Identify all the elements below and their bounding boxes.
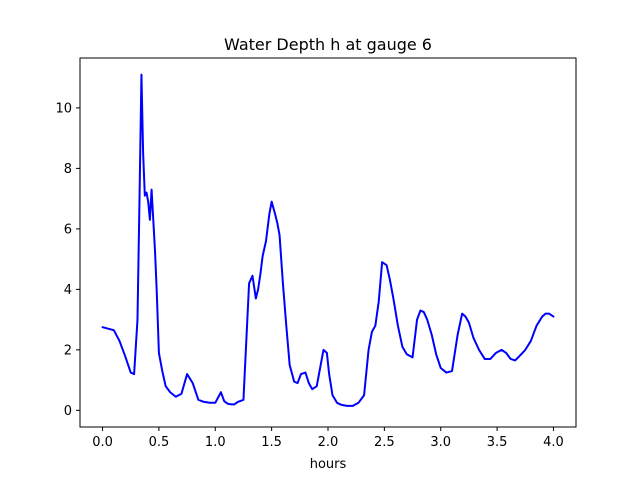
y-tick-label: 4 [64,283,72,298]
y-axis-ticks: 0 2 4 6 8 10 [55,101,80,419]
x-tick-label: 3.5 [487,435,508,450]
x-tick-label: 3.0 [430,435,451,450]
y-tick-label: 6 [64,222,72,237]
x-tick-label: 4.0 [543,435,564,450]
series-line [101,73,555,407]
y-tick-label: 0 [64,404,72,419]
x-tick-label: 1.5 [261,435,282,450]
plot-area [101,73,555,407]
y-tick-label: 8 [64,162,72,177]
x-tick-label: 1.0 [205,435,226,450]
chart-title: Water Depth h at gauge 6 [224,35,432,54]
y-tick-label: 10 [55,101,72,116]
y-tick-label: 2 [64,343,72,358]
x-axis-ticks: 0.0 0.5 1.0 1.5 2.0 2.5 3.0 3.5 4.0 [92,427,564,450]
x-tick-label: 2.0 [318,435,339,450]
x-axis-label: hours [310,457,347,472]
x-tick-label: 2.5 [374,435,395,450]
x-tick-label: 0.0 [92,435,113,450]
x-tick-label: 0.5 [149,435,170,450]
